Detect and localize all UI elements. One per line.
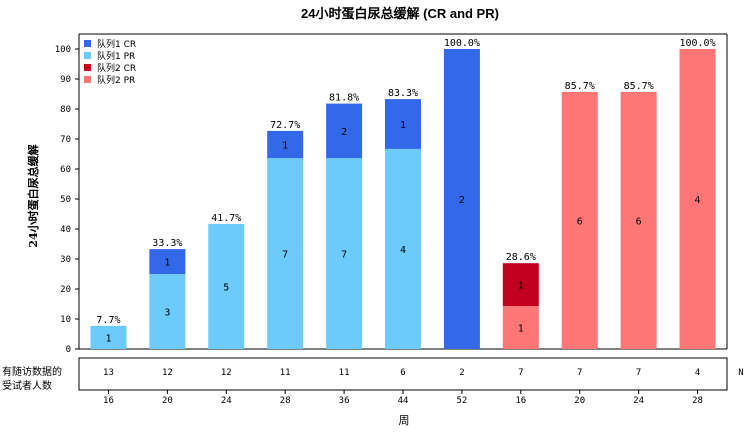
risk-table-value: 12	[221, 368, 232, 378]
y-tick-label: 10	[60, 315, 71, 325]
y-tick-label: 30	[60, 255, 71, 265]
bar-count-label: 7	[341, 250, 347, 261]
bar-segment	[502, 263, 539, 307]
bar-total-label: 41.7%	[211, 213, 241, 224]
risk-table-value: 2	[459, 368, 464, 378]
bar-total-label: 83.3%	[388, 88, 418, 99]
bar-count-label: 6	[636, 216, 642, 227]
legend-label: 队列2 CR	[97, 62, 136, 74]
legend-swatch	[84, 40, 91, 47]
bar-segment	[620, 91, 657, 350]
bar-count-label: 5	[223, 282, 229, 293]
bar-total-label: 100.0%	[444, 38, 480, 49]
x-tick-label: 20	[574, 396, 585, 406]
bar-count-label: 6	[577, 216, 583, 227]
bar-segment	[561, 91, 598, 350]
bar-total-label: 81.8%	[329, 93, 359, 104]
bar-segment	[149, 249, 186, 274]
bar-count-label: 1	[400, 120, 406, 131]
bar-count-label: 4	[695, 195, 701, 206]
risk-table-value: 11	[280, 368, 291, 378]
legend-label: 队列1 PR	[97, 50, 135, 62]
y-axis-label: 24小时蛋白尿总缓解	[26, 144, 40, 247]
x-tick-label: 28	[692, 396, 703, 406]
bar-total-label: 7.7%	[96, 315, 120, 326]
bar-count-label: 7	[282, 250, 288, 261]
x-tick-label: 28	[280, 396, 291, 406]
chart-title: 24小时蛋白尿总缓解 (CR and PR)	[301, 6, 499, 21]
bar-total-label: 72.7%	[270, 120, 300, 131]
legend-swatch	[84, 52, 91, 59]
x-axis-label: 周	[399, 414, 410, 427]
risk-table-label-line1: 有随访数据的	[2, 365, 62, 378]
legend-swatch	[84, 64, 91, 71]
bar-segment	[326, 103, 363, 159]
x-tick-label: 52	[456, 396, 467, 406]
bar-total-label: 85.7%	[565, 81, 595, 92]
bar-count-label: 2	[341, 127, 347, 138]
bar-count-label: 2	[459, 195, 465, 206]
x-tick-label: 24	[633, 396, 644, 406]
legend-swatch	[84, 76, 91, 83]
y-tick-label: 50	[60, 195, 71, 205]
bar-count-label: 1	[105, 333, 111, 344]
bar-segment	[149, 274, 186, 349]
x-tick-label: 20	[162, 396, 173, 406]
x-tick-label: 36	[339, 396, 350, 406]
risk-table-value: 11	[339, 368, 350, 378]
bar-count-label: 1	[164, 258, 170, 269]
risk-table-value: 7	[518, 368, 523, 378]
bar-total-label: 85.7%	[624, 81, 654, 92]
plot-area: 010203040506070809010017.7%16133133.3%20…	[55, 33, 728, 406]
risk-table-label-line2: 受试者人数	[2, 379, 52, 392]
risk-table-value: 4	[695, 368, 700, 378]
y-tick-label: 80	[60, 105, 71, 115]
x-tick-label: 16	[515, 396, 526, 406]
y-tick-label: 90	[60, 75, 71, 85]
risk-table-value: 7	[577, 368, 582, 378]
bar-segment	[385, 148, 421, 349]
bar-segment	[267, 130, 304, 159]
bar-segment	[443, 49, 480, 349]
x-tick-label: 24	[221, 396, 232, 406]
y-tick-label: 100	[55, 45, 71, 55]
legend-label: 队列1 CR	[97, 38, 136, 50]
legend-label: 队列2 PR	[97, 74, 135, 86]
bar-count-label: 1	[518, 324, 524, 335]
bar-segment	[502, 306, 539, 349]
bar-total-label: 28.6%	[506, 252, 536, 263]
bar-segment	[679, 49, 716, 349]
bar-segment	[326, 158, 363, 349]
y-tick-label: 60	[60, 165, 71, 175]
y-tick-label: 20	[60, 285, 71, 295]
bar-segment	[90, 325, 127, 349]
x-tick-label: 44	[398, 396, 409, 406]
bar-segment	[208, 223, 245, 349]
y-tick-label: 0	[66, 345, 71, 355]
risk-table-suffix: N	[738, 368, 743, 378]
risk-table-value: 13	[103, 368, 114, 378]
risk-table-value: 7	[636, 368, 641, 378]
risk-table-value: 6	[400, 368, 405, 378]
bar-count-label: 4	[400, 245, 406, 256]
bar-count-label: 1	[518, 281, 524, 292]
bar-total-label: 33.3%	[152, 238, 182, 249]
bar-segment	[385, 99, 421, 149]
x-tick-label: 16	[103, 396, 114, 406]
risk-table-value: 12	[162, 368, 173, 378]
y-tick-label: 40	[60, 225, 71, 235]
bar-total-label: 100.0%	[679, 38, 715, 49]
bar-segment	[267, 158, 304, 349]
bar-count-label: 1	[282, 141, 288, 152]
y-tick-label: 70	[60, 135, 71, 145]
bar-count-label: 3	[164, 308, 170, 319]
